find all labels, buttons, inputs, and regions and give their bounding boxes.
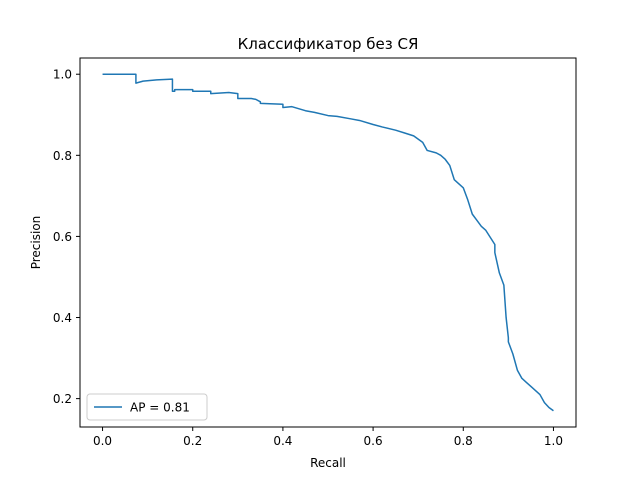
- axes-frame: [79, 57, 577, 428]
- y-axis-ticks: 0.2 0.4 0.6 0.8 1.0: [53, 68, 80, 406]
- plot-area: [102, 73, 554, 412]
- x-tick-label: 0.6: [364, 434, 383, 448]
- y-tick-label: 0.8: [53, 149, 72, 163]
- y-tick-label: 0.4: [53, 311, 72, 325]
- x-axis-label: Recall: [310, 456, 346, 470]
- x-tick-label: 0.4: [273, 434, 292, 448]
- x-tick-label: 1.0: [544, 434, 563, 448]
- x-tick-label: 0.2: [183, 434, 202, 448]
- y-tick-label: 1.0: [53, 68, 72, 82]
- precision-recall-line: [102, 73, 554, 412]
- y-tick-label: 0.6: [53, 230, 72, 244]
- legend-label: AP = 0.81: [130, 401, 190, 415]
- x-tick-label: 0.0: [93, 434, 112, 448]
- legend: AP = 0.81: [86, 393, 208, 421]
- legend-box: [86, 393, 208, 421]
- y-axis-label: Precision: [29, 216, 43, 270]
- x-tick-label: 0.8: [454, 434, 473, 448]
- x-axis-ticks: 0.0 0.2 0.4 0.6 0.8 1.0: [93, 427, 563, 448]
- y-tick-label: 0.2: [53, 392, 72, 406]
- chart-title: Классификатор без СЯ: [238, 35, 419, 53]
